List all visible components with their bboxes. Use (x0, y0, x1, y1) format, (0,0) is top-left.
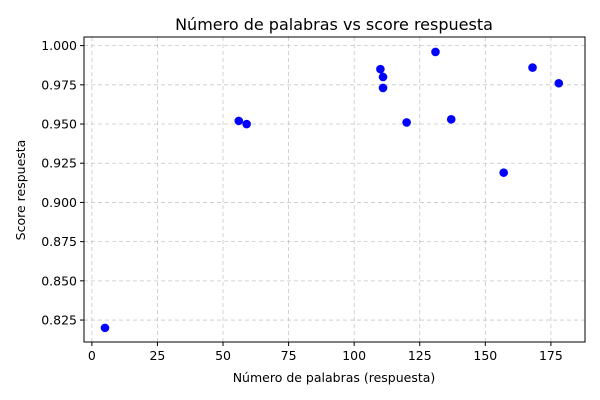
data-point (402, 118, 411, 127)
data-point (528, 63, 537, 72)
y-tick-label: 0.950 (41, 117, 77, 132)
data-point (378, 83, 388, 93)
y-tick-label: 0.925 (41, 156, 77, 171)
ticks-layer: 0 25 50 75 100 125 150 175 0.825 0.850 0.875 0.900 0… (41, 38, 563, 363)
data-point (376, 64, 385, 74)
y-axis-label: Score respuesta (13, 140, 28, 241)
chart-title: Número de palabras vs score respuesta (175, 15, 493, 34)
y-tick-label: 0.825 (41, 313, 77, 328)
data-point (242, 119, 251, 129)
y-tick-label: 0.850 (41, 273, 77, 288)
x-tick-label: 175 (539, 348, 563, 363)
x-tick-label: 25 (149, 348, 165, 363)
data-point (446, 115, 456, 124)
data-point (100, 323, 110, 333)
data-point (378, 72, 388, 82)
x-tick-label: 0 (88, 348, 96, 363)
y-tick-label: 0.900 (41, 195, 77, 210)
x-tick-label: 125 (408, 348, 432, 363)
y-tick-label: 0.975 (41, 77, 77, 92)
x-tick-label: 50 (215, 348, 231, 363)
y-tick-label: 1.000 (41, 38, 77, 53)
data-point (554, 78, 564, 88)
data-point (431, 47, 440, 57)
x-tick-label: 150 (473, 348, 497, 363)
axes-frame (83, 36, 586, 343)
x-axis-label: Número de palabras (respuesta) (233, 370, 436, 385)
grid-layer (84, 37, 585, 342)
x-tick-label: 100 (342, 348, 366, 363)
points-layer (100, 47, 564, 333)
x-tick-label: 75 (281, 348, 297, 363)
data-point (234, 116, 244, 126)
y-tick-label: 0.875 (41, 234, 77, 249)
data-point (499, 168, 508, 177)
